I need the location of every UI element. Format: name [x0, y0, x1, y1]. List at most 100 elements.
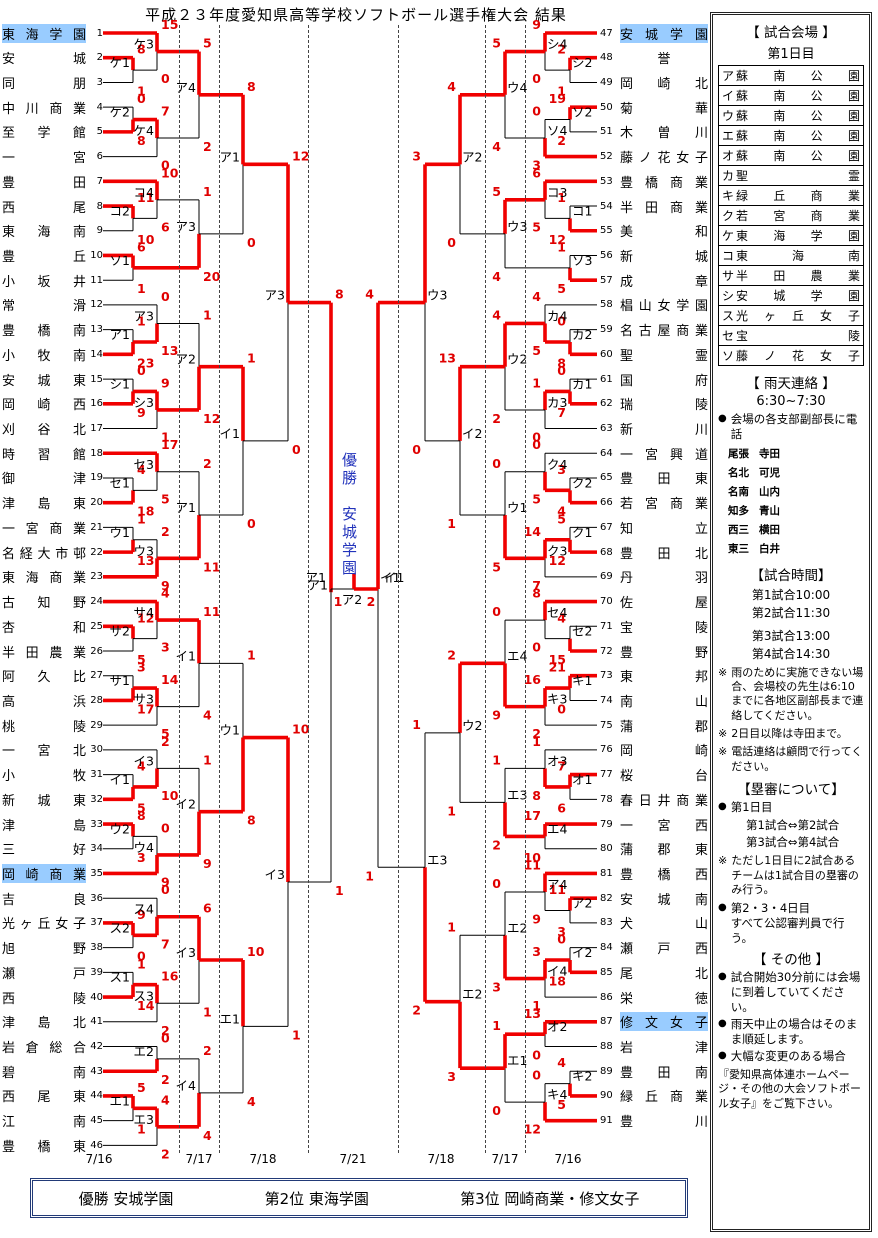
team-name: 誉	[657, 52, 671, 68]
match-score: 12	[292, 148, 309, 163]
team-name: 豊橋南	[2, 324, 86, 340]
team-name: 三好	[2, 843, 86, 859]
text-line: 第3試合⇔第4試合	[746, 834, 840, 849]
team-number: 68	[600, 546, 613, 558]
team-row: 65 豊田東	[600, 469, 708, 487]
match-label: ウ4	[507, 80, 528, 95]
team-number: 43	[90, 1065, 103, 1077]
match-score: 8	[247, 813, 256, 828]
team-number: 62	[600, 398, 613, 410]
team-name: 岩津	[620, 1041, 708, 1057]
match-label: エ1	[507, 1053, 527, 1068]
team-row: 72 豊野	[600, 642, 708, 661]
team-name: 安城南	[620, 892, 708, 908]
team-name: 宝陵	[620, 620, 708, 636]
team-number: 36	[90, 892, 103, 904]
team-row: 碧南 43	[2, 1062, 103, 1081]
match-label: ア1	[176, 500, 196, 515]
team-row: 74 南山	[600, 691, 708, 710]
match-score: 2	[492, 837, 501, 852]
match-score: 0	[532, 640, 541, 655]
match-score: 0	[532, 104, 541, 119]
match-label: コ1	[572, 203, 592, 218]
match-label: サ4	[134, 605, 155, 620]
team-name: 時習館	[2, 447, 86, 463]
match-score: 10	[247, 944, 265, 959]
contact-list: 尾張 寺田 名北 可児 名南 山内 知多 青山 西三 横田 東三 白井	[718, 444, 864, 558]
team-row: 56 新城	[600, 246, 708, 265]
team-name: 杏和	[2, 620, 86, 636]
team-row: 一宮商業 21	[2, 518, 103, 537]
match-label: ソ1	[110, 253, 130, 268]
match-score: 0	[532, 1048, 541, 1063]
team-row: 75 蒲郡	[600, 716, 708, 735]
match-score: 18	[549, 973, 566, 988]
contact-row: 名南 山内	[728, 485, 780, 498]
team-row: 津島 33	[2, 815, 103, 834]
team-name: 南山	[620, 694, 708, 710]
venue-row: ス光ヶ丘女子	[719, 306, 863, 326]
team-name: 岡崎西	[2, 398, 86, 414]
team-row: 至学館 5	[2, 123, 103, 141]
match-score: 8	[137, 808, 146, 823]
match-score: 4	[557, 1055, 566, 1070]
team-number: 18	[90, 447, 103, 459]
venue-table: ア蘇南公園イ蘇南公園ウ蘇南公園エ蘇南公園オ蘇南公園カ聖霊キ緑丘商業ク若宮商業ケ東…	[718, 65, 864, 366]
team-name: 東海南	[2, 225, 86, 241]
team-number: 3	[96, 76, 103, 88]
team-number: 30	[90, 744, 103, 756]
team-name: 名古屋商業	[620, 324, 708, 340]
team-row: 新城東 32	[2, 790, 103, 809]
text-line: 第1試合10:00	[751, 587, 831, 602]
match-score: 5	[161, 726, 170, 741]
team-name: 犬山	[620, 917, 708, 933]
match-score: 23	[137, 355, 154, 370]
team-name: 小牧南	[2, 348, 86, 364]
match-score: 1	[447, 803, 456, 818]
team-name: 栄徳	[620, 991, 708, 1007]
match-score: 10	[524, 850, 542, 865]
team-name: 修文女子	[620, 1012, 708, 1032]
match-label: エ3	[507, 787, 527, 802]
venue-row: エ蘇南公園	[719, 126, 863, 146]
team-name: 旭野	[2, 942, 86, 958]
team-number: 82	[600, 892, 613, 904]
team-name: 一宮興道	[620, 447, 708, 463]
website-note: 『愛知県高体連ホームページ・その他の大会ソフトボール女子』をご覧下さい。	[718, 1067, 861, 1111]
venue-header: 【 試合会場 】	[746, 25, 836, 41]
team-name: 光ヶ丘女子	[2, 917, 86, 933]
match-score: 4	[492, 307, 501, 322]
team-name: 豊橋東	[2, 1139, 86, 1155]
team-name: 瀬戸	[2, 966, 86, 982]
team-number: 75	[600, 719, 613, 731]
venue-row: キ緑丘商業	[719, 186, 863, 206]
match-score: 7	[161, 936, 170, 951]
match-score: 7	[557, 759, 566, 774]
match-label: エ4	[547, 821, 568, 836]
team-row: 83 犬山	[600, 914, 708, 932]
match-score: 0	[557, 932, 566, 947]
match-label: エ2	[134, 1044, 154, 1059]
bullet-icon: ●	[718, 800, 727, 812]
team-number: 72	[600, 645, 613, 657]
match-score: 7	[557, 405, 566, 420]
match-label: セ2	[572, 624, 592, 639]
match-label: ウ3	[427, 288, 447, 303]
match-score: 14	[137, 998, 155, 1013]
result-third: 第3位 岡崎商業・修文女子	[460, 1189, 640, 1208]
team-name: 安城	[2, 52, 86, 68]
venue-day: 第1日目	[767, 47, 815, 62]
match-score: 17	[137, 701, 154, 716]
match-label: イ2	[572, 945, 592, 960]
team-number: 25	[90, 620, 103, 632]
team-number: 73	[600, 670, 613, 682]
match-label: キ3	[547, 692, 567, 707]
team-row: 73 東邦	[600, 667, 708, 685]
match-score: 3	[161, 640, 170, 655]
match-label: セ4	[547, 605, 568, 620]
match-score: 4	[137, 759, 146, 774]
match-score: 20	[203, 269, 221, 284]
team-number: 10	[90, 249, 103, 261]
team-number: 45	[90, 1115, 103, 1127]
team-number: 74	[600, 694, 613, 706]
